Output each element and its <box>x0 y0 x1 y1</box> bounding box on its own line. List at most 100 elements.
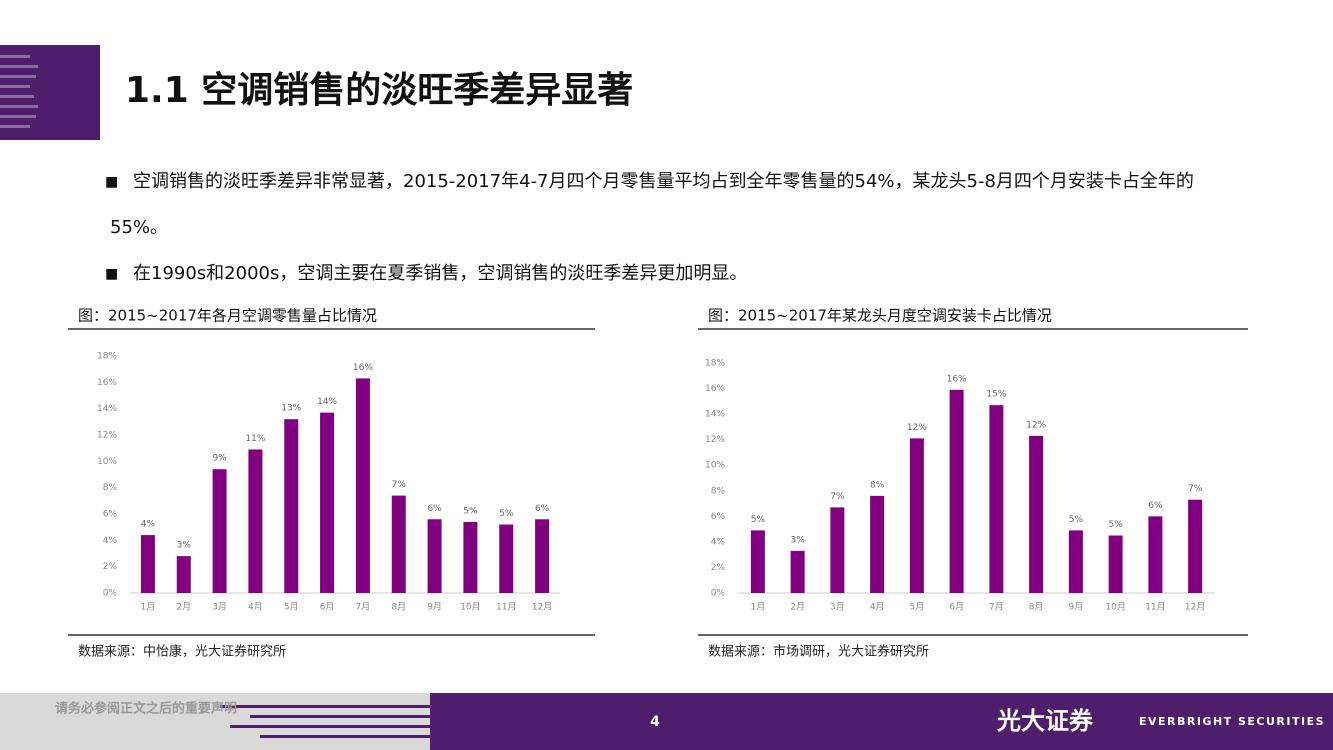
bar <box>830 507 845 593</box>
data-label: 4% <box>141 520 156 530</box>
x-tick-label: 2月 <box>176 602 191 613</box>
x-tick-label: 5月 <box>284 602 299 613</box>
y-tick-label: 2% <box>711 563 726 573</box>
y-tick-label: 8% <box>103 483 118 493</box>
disclaimer: 请务必参阅正文之后的重要声明 <box>55 701 237 717</box>
data-label: 16% <box>947 374 967 384</box>
x-tick-label: 9月 <box>1069 602 1084 613</box>
bar <box>355 378 370 593</box>
y-tick-label: 4% <box>711 537 726 547</box>
x-tick-label: 12月 <box>1185 602 1205 613</box>
y-tick-label: 0% <box>711 589 726 599</box>
x-tick-label: 9月 <box>427 602 442 613</box>
data-label: 13% <box>281 404 301 414</box>
y-tick-label: 10% <box>97 457 117 467</box>
bar <box>949 389 964 593</box>
y-tick-label: 12% <box>97 431 117 441</box>
x-tick-label: 5月 <box>910 602 925 613</box>
data-label: 15% <box>986 390 1006 400</box>
data-label: 5% <box>499 509 514 519</box>
y-tick-label: 6% <box>711 512 726 522</box>
x-tick-label: 1月 <box>751 602 766 613</box>
bar <box>1188 499 1203 593</box>
bar <box>790 550 805 593</box>
data-label: 14% <box>317 397 337 407</box>
y-tick-label: 10% <box>705 461 725 471</box>
bar <box>391 495 406 593</box>
x-tick-label: 11月 <box>496 602 516 613</box>
data-label: 5% <box>463 506 478 516</box>
data-label: 9% <box>212 454 227 464</box>
bar <box>1029 435 1044 593</box>
bar <box>1148 516 1163 593</box>
x-tick-label: 11月 <box>1145 602 1165 613</box>
y-tick-label: 4% <box>103 536 118 546</box>
x-tick-label: 3月 <box>830 602 845 613</box>
x-tick-label: 1月 <box>141 602 156 613</box>
bar <box>427 519 442 593</box>
x-tick-label: 8月 <box>1029 602 1044 613</box>
data-label: 5% <box>1069 515 1084 525</box>
data-label: 3% <box>177 541 192 551</box>
data-label: 7% <box>1188 484 1203 494</box>
data-label: 7% <box>830 492 845 502</box>
bar <box>176 556 191 593</box>
bar <box>750 530 765 593</box>
bar <box>1068 530 1083 593</box>
bar <box>870 495 885 593</box>
y-tick-label: 12% <box>705 435 725 445</box>
bullet: 在1990s和2000s，空调主要在夏季销售，空调销售的淡旺季差异更加明显。 <box>105 251 1240 297</box>
x-tick-label: 4月 <box>870 602 885 613</box>
x-tick-label: 2月 <box>790 602 805 613</box>
header-block <box>0 45 100 140</box>
y-tick-label: 14% <box>97 404 117 414</box>
bar <box>463 521 478 593</box>
y-tick-label: 0% <box>103 589 118 599</box>
data-label: 16% <box>353 363 373 373</box>
data-label: 12% <box>907 423 927 433</box>
bar <box>284 419 299 593</box>
y-tick-label: 8% <box>711 486 726 496</box>
bar <box>320 412 335 593</box>
data-label: 5% <box>1108 520 1123 530</box>
x-tick-label: 4月 <box>248 602 263 613</box>
y-tick-label: 18% <box>97 352 117 362</box>
y-tick-label: 6% <box>103 510 118 520</box>
brand-en: EVERBRIGHT SECURITIES <box>1139 715 1325 728</box>
bar <box>248 449 263 593</box>
x-tick-label: 12月 <box>532 602 552 613</box>
x-tick-label: 10月 <box>1105 602 1125 613</box>
bar <box>535 519 550 593</box>
data-label: 5% <box>751 515 766 525</box>
footer-gray <box>0 693 430 750</box>
footer-stripes <box>220 705 430 738</box>
data-label: 6% <box>427 504 442 514</box>
x-tick-label: 6月 <box>949 602 964 613</box>
y-tick-label: 14% <box>705 410 725 420</box>
data-label: 12% <box>1026 420 1046 430</box>
y-tick-label: 16% <box>97 378 117 388</box>
bar <box>140 535 155 593</box>
data-label: 6% <box>1148 501 1163 511</box>
bar <box>909 438 924 593</box>
x-tick-label: 6月 <box>320 602 335 613</box>
chart-source: 数据来源：中怡康，光大证券研究所 <box>78 644 286 660</box>
bullet: 空调销售的淡旺季差异非常显著，2015-2017年4-7月四个月零售量平均占到全… <box>105 159 1240 251</box>
x-tick-label: 7月 <box>989 602 1004 613</box>
bar <box>499 524 514 593</box>
bar <box>212 469 227 593</box>
data-label: 6% <box>535 504 550 514</box>
data-label: 8% <box>870 480 885 490</box>
page-number: 4 <box>650 714 660 730</box>
x-tick-label: 3月 <box>212 602 227 613</box>
x-tick-label: 8月 <box>391 602 406 613</box>
brand-cn: 光大证券 <box>996 707 1094 735</box>
y-tick-label: 18% <box>705 359 725 369</box>
data-label: 3% <box>790 535 805 545</box>
y-tick-label: 2% <box>103 562 118 572</box>
chart-source: 数据来源：市场调研，光大证券研究所 <box>708 644 929 660</box>
x-tick-label: 10月 <box>460 602 480 613</box>
data-label: 11% <box>245 434 265 444</box>
